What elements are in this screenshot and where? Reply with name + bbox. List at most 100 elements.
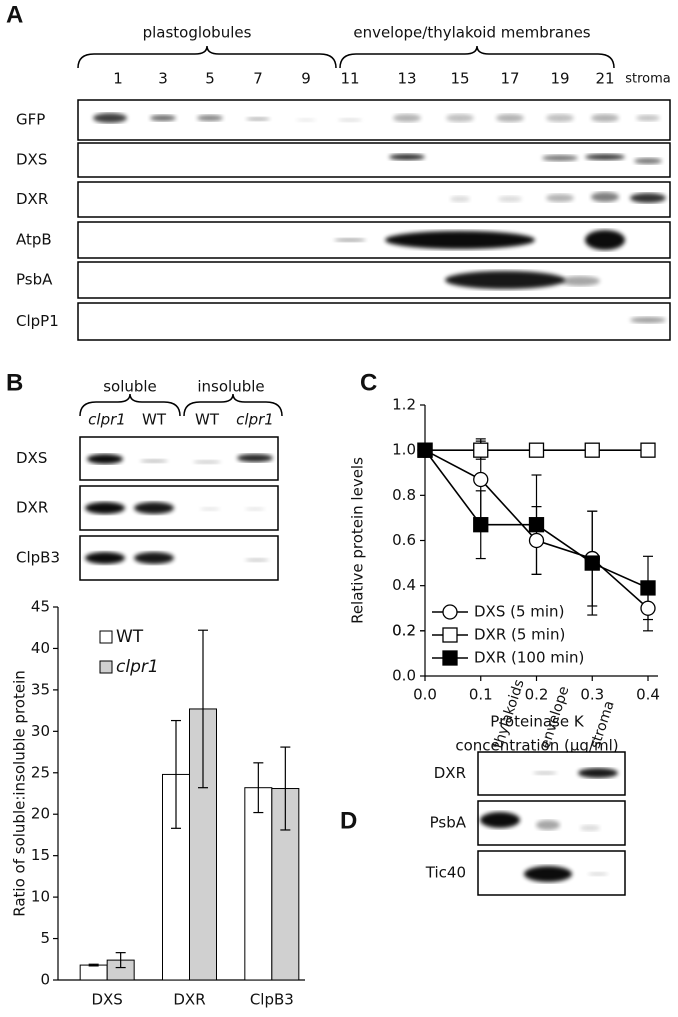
blot-band <box>546 114 574 122</box>
lane-label: 3 <box>158 70 168 88</box>
lane-label: 15 <box>450 70 469 88</box>
x-tick-label: 0.4 <box>636 686 660 704</box>
blot-band <box>498 196 522 202</box>
marker <box>584 555 600 571</box>
y-tick-label: 1.2 <box>392 396 416 414</box>
bar <box>189 708 217 981</box>
y-tick-label: 25 <box>31 763 50 781</box>
blot-band <box>580 825 600 831</box>
blot-band <box>533 771 557 775</box>
lane-label: 5 <box>205 70 215 88</box>
y-tick-label: 0 <box>40 971 50 989</box>
bracket <box>79 393 181 417</box>
bracket <box>183 393 283 417</box>
blot-band <box>389 154 425 160</box>
blot-band <box>546 194 574 202</box>
lane-label: 19 <box>550 70 569 88</box>
x-tick-label: DXR <box>173 991 205 1009</box>
blot-band <box>591 114 619 122</box>
marker <box>473 517 489 533</box>
blot-band <box>560 276 600 286</box>
blot-band <box>197 115 223 121</box>
group-label: insoluble <box>197 378 264 396</box>
row-label: DXR <box>16 190 48 208</box>
legend-label: WT <box>116 627 144 647</box>
blot-band <box>585 230 625 250</box>
row-label: PsbA <box>430 814 467 832</box>
bracket <box>339 45 615 69</box>
row-label: GFP <box>16 111 45 129</box>
row-label: DXS <box>16 151 47 169</box>
legend-marker <box>442 627 458 643</box>
lane-label: 21 <box>595 70 614 88</box>
blot-band <box>542 155 578 161</box>
lane-label: 13 <box>397 70 416 88</box>
bar <box>79 964 108 981</box>
lane-label: 11 <box>340 70 359 88</box>
legend-marker <box>442 604 458 620</box>
error-bar <box>253 762 264 814</box>
x-tick-label: 0.3 <box>580 686 604 704</box>
panel-label: A <box>6 1 23 28</box>
x-tick-label: 0.2 <box>525 686 549 704</box>
group-label: soluble <box>103 378 157 396</box>
y-tick-label: 0.4 <box>392 576 416 594</box>
marker <box>640 580 656 596</box>
legend-marker <box>442 650 458 666</box>
error-bar <box>115 952 126 969</box>
y-tick-label: 0.2 <box>392 621 416 639</box>
y-tick-label: 15 <box>31 846 50 864</box>
group-label: envelope/thylakoid membranes <box>353 24 590 42</box>
legend-label: DXS (5 min) <box>474 603 564 621</box>
marker <box>473 442 489 458</box>
blot-band <box>134 552 174 564</box>
y-tick-label: 0.0 <box>392 667 416 685</box>
y-tick-label: 5 <box>40 929 50 947</box>
bracket <box>77 45 337 69</box>
x-axis-title: Proteinase K <box>490 713 585 731</box>
marker <box>640 600 656 616</box>
legend-swatch <box>99 660 113 674</box>
blot-band <box>588 872 608 876</box>
blot-box <box>77 181 671 218</box>
row-label: ClpP1 <box>16 312 59 330</box>
marker <box>528 442 545 458</box>
blot-band <box>150 115 176 121</box>
y-tick-label: 1.0 <box>392 441 416 459</box>
blot-box <box>77 302 671 341</box>
blot-box <box>77 142 671 178</box>
blot-band <box>245 558 269 562</box>
marker <box>417 442 433 458</box>
lane-label: stroma <box>625 72 671 87</box>
error-bar <box>280 746 291 831</box>
error-bar <box>171 719 181 829</box>
blot-box <box>77 221 671 259</box>
blot-band <box>85 502 125 514</box>
blot-band <box>134 502 174 514</box>
row-label: DXR <box>434 764 466 782</box>
blot-band <box>585 154 625 160</box>
lane-label: 17 <box>500 70 519 88</box>
blot-band <box>578 768 618 778</box>
marker <box>528 517 545 533</box>
blot-band <box>246 117 270 121</box>
blot-band <box>496 114 524 122</box>
marker <box>528 532 545 549</box>
lane-label: 9 <box>301 70 311 88</box>
y-tick-label: 0.8 <box>392 486 416 504</box>
blot-band <box>450 196 470 202</box>
y-axis-title: Ratio of soluble:insoluble protein <box>11 670 29 917</box>
legend-label: clpr1 <box>116 657 159 677</box>
marker <box>473 471 489 488</box>
blot-band <box>591 192 619 202</box>
blot-band <box>200 507 220 511</box>
legend-label: DXR (5 min) <box>474 626 565 644</box>
x-axis-title: concentration (µg/ml) <box>455 737 618 755</box>
y-tick-label: 20 <box>31 805 50 823</box>
blot-band <box>445 271 565 289</box>
x-tick-label: 0.1 <box>469 686 493 704</box>
blot-band <box>634 158 662 164</box>
blot-band <box>87 454 123 464</box>
blot-band <box>636 115 660 121</box>
